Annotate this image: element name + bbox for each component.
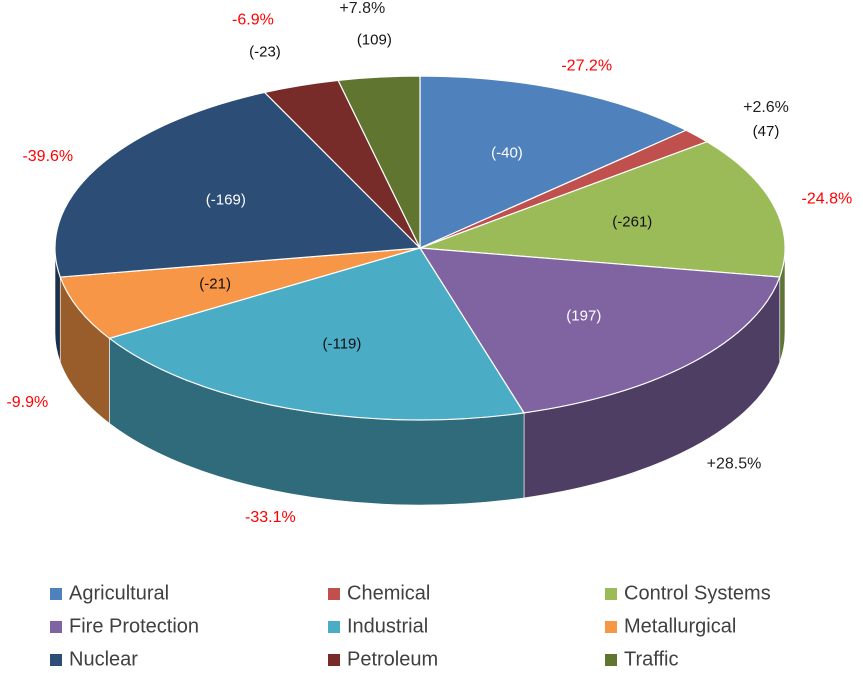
percent-label: -39.6% bbox=[22, 148, 73, 165]
legend-label: Chemical bbox=[347, 582, 430, 604]
legend-swatch bbox=[605, 621, 617, 633]
legend-swatch bbox=[50, 621, 62, 633]
change-label: (109) bbox=[357, 32, 392, 49]
percent-label: -33.1% bbox=[245, 509, 296, 526]
legend-swatch bbox=[328, 621, 340, 633]
percent-label: +2.6% bbox=[743, 99, 789, 116]
percent-label: -6.9% bbox=[232, 12, 274, 29]
slice bbox=[337, 75, 421, 249]
change-label: (197) bbox=[566, 307, 601, 324]
legend-label: Control Systems bbox=[624, 582, 771, 604]
percent-label: -27.2% bbox=[561, 58, 612, 75]
slice bbox=[59, 247, 421, 339]
change-label: (47) bbox=[753, 123, 780, 140]
legend-label: Petroleum bbox=[347, 648, 438, 670]
slice bbox=[419, 141, 786, 278]
change-label: (-21) bbox=[199, 275, 231, 292]
change-label: (-261) bbox=[612, 214, 652, 231]
percent-label: +7.8% bbox=[339, 0, 385, 17]
legend-swatch bbox=[50, 588, 62, 600]
legend-swatch bbox=[605, 588, 617, 600]
change-label: (-169) bbox=[206, 191, 246, 208]
slice bbox=[108, 247, 526, 421]
change-label: (-23) bbox=[249, 43, 281, 60]
legend-label: Traffic bbox=[624, 648, 678, 670]
change-label: (-119) bbox=[322, 335, 361, 352]
percent-label: -9.9% bbox=[6, 394, 48, 411]
slice bbox=[418, 247, 781, 414]
change-label: (-40) bbox=[491, 144, 523, 161]
legend-label: Nuclear bbox=[69, 648, 138, 670]
percent-label: -24.8% bbox=[802, 191, 853, 208]
slice bbox=[54, 91, 422, 278]
legend-label: Agricultural bbox=[69, 582, 169, 604]
legend-swatch bbox=[605, 654, 617, 666]
slice bbox=[419, 75, 688, 249]
legend-label: Industrial bbox=[347, 615, 428, 637]
legend-label: Metallurgical bbox=[624, 615, 736, 637]
legend-swatch bbox=[328, 588, 340, 600]
percent-label: +28.5% bbox=[707, 455, 762, 472]
legend-swatch bbox=[50, 654, 62, 666]
legend-swatch bbox=[328, 654, 340, 666]
legend-label: Fire Protection bbox=[69, 615, 199, 637]
